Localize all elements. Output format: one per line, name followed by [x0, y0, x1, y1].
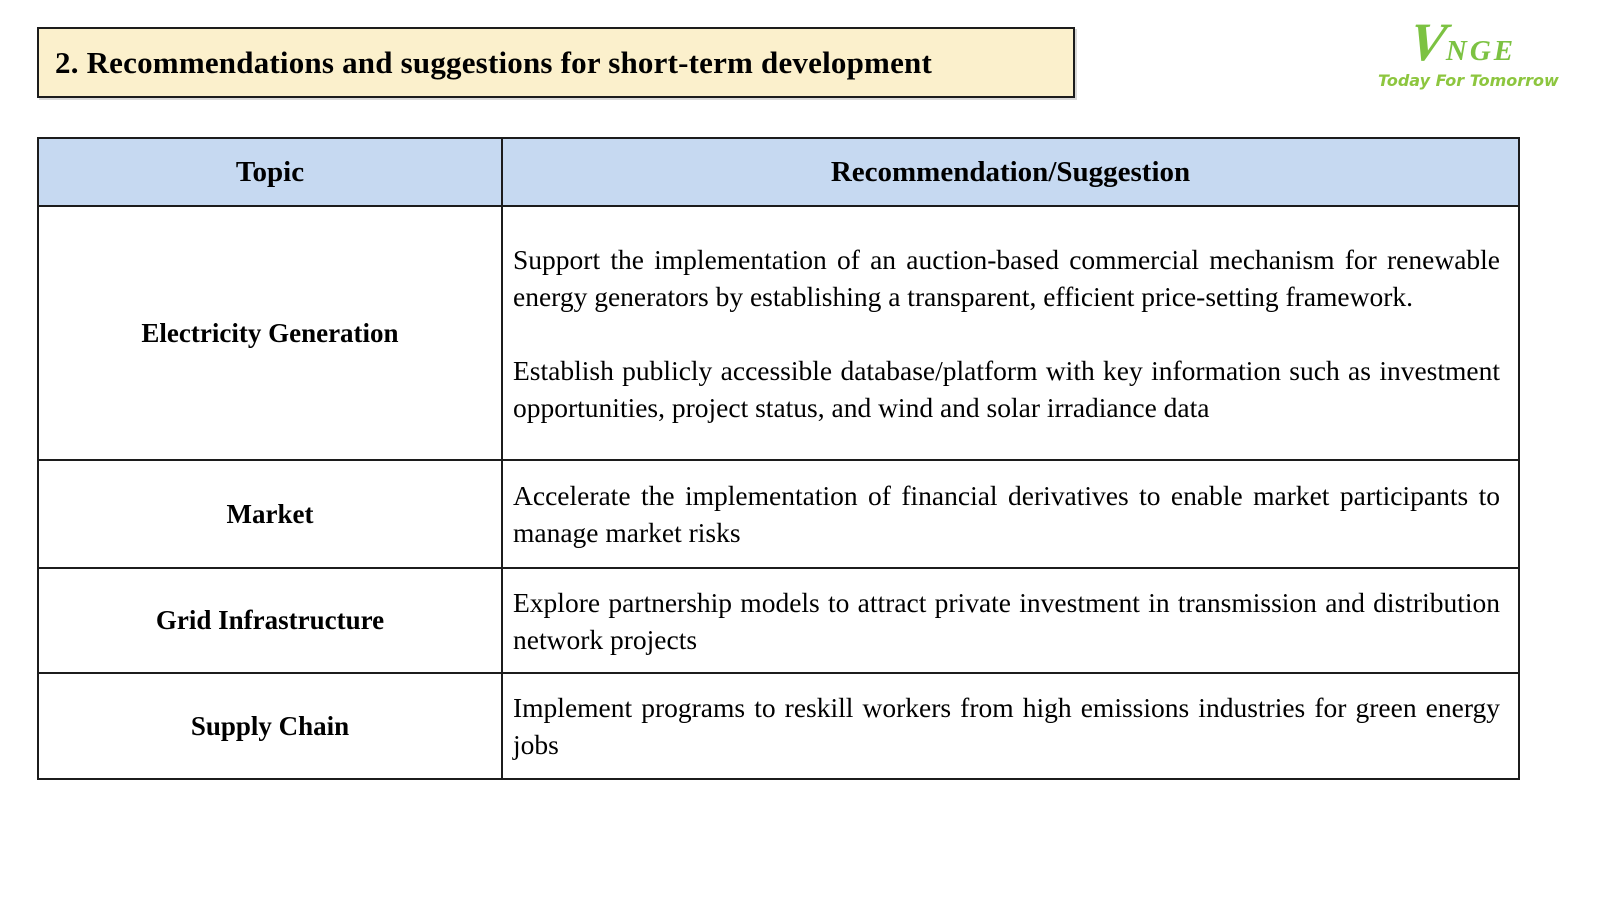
- topic-cell: Grid Infrastructure: [39, 569, 503, 672]
- recommendation-paragraph: Implement programs to reskill workers fr…: [513, 692, 1500, 760]
- recommendation-paragraph: Explore partnership models to attract pr…: [513, 586, 1500, 655]
- table-header-row: Topic Recommendation/Suggestion: [39, 139, 1518, 205]
- vnge-logo-wordmark: V NGE: [1406, 12, 1517, 72]
- topic-cell: Market: [39, 461, 503, 567]
- table-row: Grid Infrastructure Explore partnership …: [39, 567, 1518, 672]
- column-header-topic: Topic: [39, 139, 503, 205]
- table-row: Supply Chain Implement programs to reski…: [39, 672, 1518, 778]
- table-row: Electricity Generation Support the imple…: [39, 205, 1518, 459]
- logo-v-checkmark-icon: V: [1405, 12, 1451, 72]
- page-title: 2. Recommendations and suggestions for s…: [55, 44, 932, 80]
- recommendation-cell: Explore partnership models to attract pr…: [503, 569, 1518, 672]
- recommendation-cell: Implement programs to reskill workers fr…: [503, 674, 1518, 778]
- recommendation-cell: Accelerate the implementation of financi…: [503, 461, 1518, 567]
- logo-nge-text: NGE: [1445, 35, 1517, 67]
- recommendation-paragraph: Establish publicly accessible database/p…: [513, 354, 1500, 423]
- topic-cell: Supply Chain: [39, 674, 503, 778]
- vnge-logo: V NGE Today For Tomorrow: [1378, 12, 1559, 90]
- slide-title-banner: 2. Recommendations and suggestions for s…: [37, 27, 1075, 98]
- recommendation-paragraph: Accelerate the implementation of financi…: [513, 480, 1500, 548]
- table-row: Market Accelerate the implementation of …: [39, 459, 1518, 567]
- recommendation-paragraph: Support the implementation of an auction…: [513, 243, 1500, 312]
- recommendations-table: Topic Recommendation/Suggestion Electric…: [37, 137, 1520, 780]
- recommendation-cell: Support the implementation of an auction…: [503, 207, 1518, 459]
- column-header-recommendation: Recommendation/Suggestion: [830, 155, 1191, 188]
- logo-tagline: Today For Tomorrow: [1378, 70, 1559, 90]
- topic-cell: Electricity Generation: [39, 207, 503, 459]
